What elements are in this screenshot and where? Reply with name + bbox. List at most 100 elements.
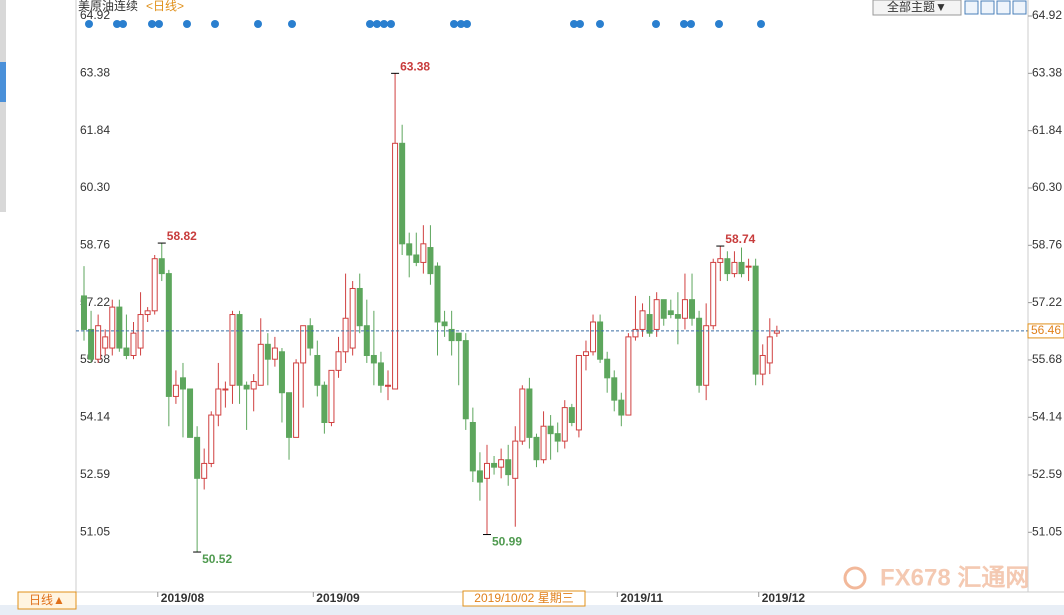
candle-body — [151, 258, 158, 312]
icon[interactable] — [996, 0, 1011, 15]
toolbar-icons[interactable] — [964, 0, 1027, 15]
candle-body — [766, 336, 773, 364]
candle-body — [448, 328, 455, 342]
candle-body — [674, 314, 681, 319]
candle-body — [590, 321, 597, 353]
candle-body — [392, 142, 399, 390]
event-marker — [380, 20, 388, 28]
candle-body — [469, 421, 476, 472]
candle-body — [717, 258, 724, 263]
event-marker — [715, 20, 723, 28]
candle-body — [512, 440, 519, 479]
candle-body — [321, 384, 328, 423]
chart-title: 美原油连续 — [78, 0, 138, 13]
candle-body — [731, 261, 738, 275]
event-marker — [85, 20, 93, 28]
y-tick-label-right: 63.38 — [1032, 66, 1062, 80]
annotation-label: 63.38 — [400, 60, 430, 74]
event-marker — [373, 20, 381, 28]
candle-body — [158, 258, 165, 275]
candle-body — [377, 362, 384, 386]
icon[interactable] — [1012, 0, 1027, 15]
candle-body — [250, 381, 257, 390]
candle-body — [498, 459, 505, 468]
candle-body — [116, 306, 123, 349]
icon[interactable] — [980, 0, 995, 15]
candle-body — [385, 384, 392, 387]
y-tick-label-right: 51.05 — [1032, 524, 1062, 538]
candle-body — [604, 358, 611, 379]
event-marker — [148, 20, 156, 28]
candle-body — [243, 384, 250, 390]
theme-button-label[interactable]: 全部主题▼ — [887, 0, 947, 14]
event-marker — [450, 20, 458, 28]
candle-body — [724, 258, 731, 275]
candle-body — [278, 351, 285, 394]
candle-body — [660, 299, 667, 319]
event-marker — [211, 20, 219, 28]
side-strip — [0, 0, 6, 212]
candle-body — [696, 317, 703, 386]
candle-body — [759, 354, 766, 375]
candle-body — [639, 310, 646, 330]
side-strip-active — [0, 62, 6, 102]
candle-body — [632, 328, 639, 338]
candle-body — [710, 261, 717, 327]
event-marker — [596, 20, 604, 28]
annotation-label: 50.52 — [202, 552, 232, 566]
candle-body — [519, 388, 526, 442]
period-button-label[interactable]: 日线▲ — [29, 593, 65, 607]
y-tick-label-right: 54.14 — [1032, 409, 1062, 423]
last-price-box — [1027, 323, 1064, 339]
event-marker — [463, 20, 471, 28]
candle-body — [533, 436, 540, 461]
y-tick-label: 54.14 — [80, 409, 110, 423]
y-tick-label: 57.22 — [80, 295, 110, 309]
candle-body — [165, 273, 172, 397]
x-tick-label: 2019/11 — [620, 591, 663, 605]
candle-body — [441, 321, 448, 327]
candle-body — [540, 425, 547, 461]
candle-body — [745, 265, 752, 268]
candle-body — [582, 351, 589, 356]
icon[interactable] — [964, 0, 979, 15]
y-tick-label: 58.76 — [80, 237, 110, 251]
event-marker — [288, 20, 296, 28]
candle-body — [611, 377, 618, 401]
event-marker — [155, 20, 163, 28]
candle-body — [462, 340, 469, 420]
candle-body — [625, 336, 632, 416]
candle-body — [144, 310, 151, 316]
candle-body — [349, 287, 356, 349]
candle-body — [300, 325, 307, 364]
y-tick-label: 60.30 — [80, 180, 110, 194]
event-marker — [652, 20, 660, 28]
candle-body — [575, 354, 582, 431]
candle-body — [434, 265, 441, 323]
candle-body — [561, 407, 568, 442]
candle-body — [491, 462, 498, 468]
event-marker — [183, 20, 191, 28]
candle-body — [363, 325, 370, 356]
candle-body — [95, 325, 102, 360]
theme-button[interactable] — [872, 0, 962, 16]
y-tick-label-right: 64.92 — [1032, 8, 1062, 22]
candle-body — [356, 287, 363, 327]
watermark-logo — [843, 566, 867, 590]
candle-body — [208, 414, 215, 464]
candle-body — [286, 392, 293, 438]
candle-body — [681, 299, 688, 319]
y-tick-label: 63.38 — [80, 66, 110, 80]
x-tick-label: 2019/12 — [762, 591, 806, 605]
candle-body — [399, 142, 406, 245]
candle-body — [236, 314, 243, 386]
candle-body — [505, 459, 512, 476]
candle-body — [738, 261, 745, 275]
candle-body — [568, 407, 575, 423]
period-button[interactable] — [17, 591, 77, 610]
event-marker — [387, 20, 395, 28]
annotation-label: 58.74 — [725, 232, 755, 246]
candle-body — [328, 369, 335, 423]
event-marker — [119, 20, 127, 28]
